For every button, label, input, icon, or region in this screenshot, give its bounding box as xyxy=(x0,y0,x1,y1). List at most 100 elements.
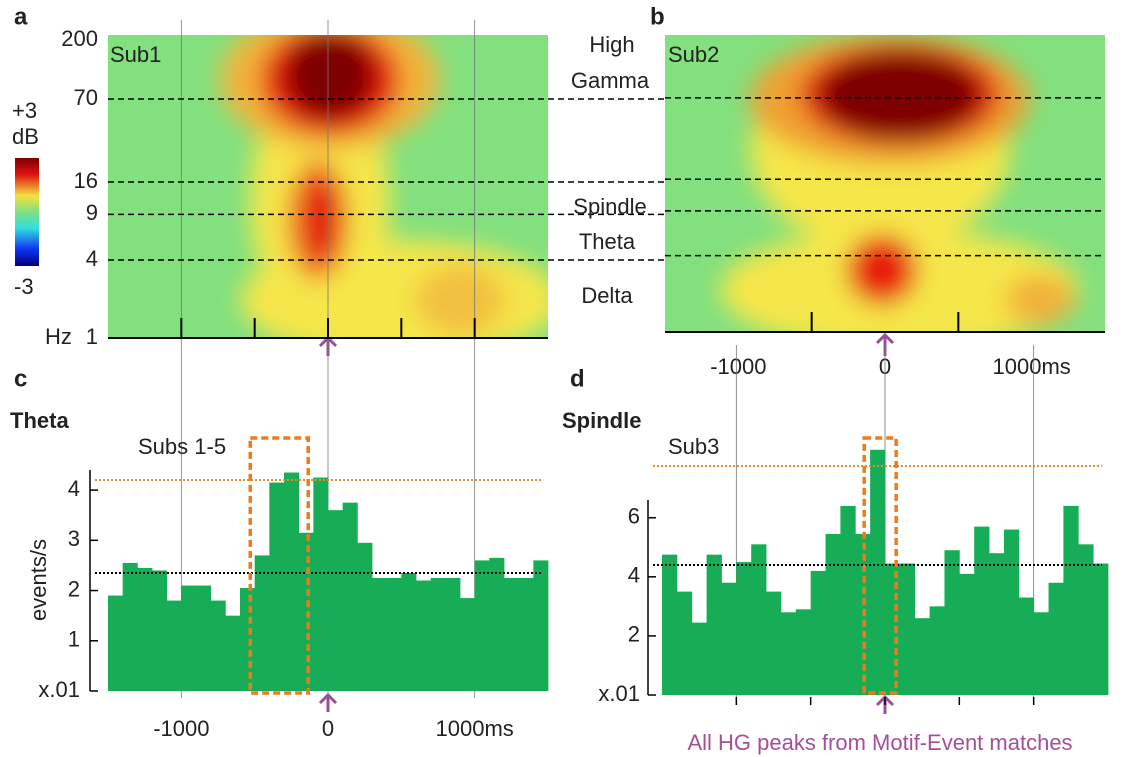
bar xyxy=(313,477,329,691)
y-tick-label: 16 xyxy=(74,168,98,193)
bar xyxy=(181,585,197,691)
bar xyxy=(460,598,476,691)
bar xyxy=(766,591,782,695)
y-tick-label: 2 xyxy=(68,576,80,601)
panel-letter: c xyxy=(14,365,27,392)
bar xyxy=(1078,544,1094,695)
colorbar-unit: dB xyxy=(12,124,39,149)
bar xyxy=(929,606,945,695)
y-tick-label: 3 xyxy=(68,526,80,551)
y-tick-label: 6 xyxy=(628,504,640,529)
bar xyxy=(240,588,256,691)
colorbar-min: -3 xyxy=(14,274,34,299)
colorbar-max: +3 xyxy=(12,98,37,123)
y-tick-label: 200 xyxy=(61,26,98,51)
bar xyxy=(899,563,916,695)
y-tick-label: 1 xyxy=(86,324,98,349)
bar xyxy=(489,557,505,691)
x-tick-label: 0 xyxy=(322,716,334,741)
bar xyxy=(989,553,1005,695)
bar xyxy=(122,562,138,691)
bar xyxy=(959,573,975,695)
sub-label: Subs 1-5 xyxy=(138,434,226,459)
bar xyxy=(386,577,402,691)
bar xyxy=(152,570,168,691)
y-tick-label: x.01 xyxy=(598,681,640,706)
bar xyxy=(721,582,737,695)
x-tick-label: -1000 xyxy=(710,354,766,379)
bar xyxy=(1018,597,1035,695)
panel-letter: d xyxy=(570,365,585,392)
bar xyxy=(780,612,797,695)
bar xyxy=(445,577,461,691)
y-tick-label: 4 xyxy=(68,476,80,501)
bar xyxy=(225,615,241,691)
sub-label: Sub3 xyxy=(668,434,719,459)
bar xyxy=(533,560,549,691)
bar xyxy=(870,449,886,695)
y-axis-label: events/s xyxy=(26,539,51,621)
bar xyxy=(662,554,678,695)
bar xyxy=(284,472,300,691)
bar xyxy=(474,560,490,691)
bar xyxy=(166,600,182,691)
bar xyxy=(328,510,344,691)
bar xyxy=(974,526,990,695)
bar xyxy=(736,562,752,695)
highlight-box xyxy=(862,436,898,695)
x-tick-label: -1000 xyxy=(153,716,209,741)
x-tick-label: 1000ms xyxy=(993,354,1071,379)
bar xyxy=(1003,529,1020,695)
heatmap-b xyxy=(665,35,1105,332)
band-annotation: Delta xyxy=(581,283,633,308)
band-annotation: Gamma xyxy=(571,68,650,93)
sub-label: Sub2 xyxy=(668,42,719,67)
bar xyxy=(401,572,417,691)
bar xyxy=(196,585,212,691)
y-tick-label: x.01 xyxy=(38,677,80,702)
note: All HG peaks from Motif-Event matches xyxy=(687,730,1072,755)
panel-letter: a xyxy=(14,3,28,30)
bar xyxy=(269,482,285,691)
bar xyxy=(885,563,901,695)
heatmap-a xyxy=(108,35,548,338)
bar xyxy=(372,577,388,691)
bar xyxy=(137,567,153,691)
y-tick-label: 9 xyxy=(86,200,98,225)
bar xyxy=(518,577,534,691)
bar xyxy=(944,550,960,695)
bar xyxy=(342,502,358,691)
bar xyxy=(108,595,124,691)
sub-label: Sub1 xyxy=(110,42,161,67)
bar xyxy=(1048,582,1064,695)
bar xyxy=(1033,612,1049,695)
bar xyxy=(751,544,767,695)
highlight-box xyxy=(248,436,310,695)
bar xyxy=(706,554,722,695)
bar xyxy=(1093,563,1109,695)
bar xyxy=(840,505,856,695)
bar xyxy=(676,591,693,695)
bar xyxy=(298,532,314,691)
bar xyxy=(416,580,432,691)
band-annotation: Spindle xyxy=(573,194,646,219)
panel-title: Spindle xyxy=(562,408,641,433)
x-tick-label: 1000ms xyxy=(436,716,514,741)
bar xyxy=(254,555,270,691)
y-tick-label: 70 xyxy=(74,85,98,110)
bar xyxy=(825,533,841,695)
bar xyxy=(504,577,520,691)
y-tick-label: 4 xyxy=(628,563,640,588)
y-tick-label: 4 xyxy=(86,246,98,271)
band-annotation: High xyxy=(589,32,634,57)
y-tick-label: 1 xyxy=(68,627,80,652)
bar xyxy=(1063,505,1079,695)
panel-letter: b xyxy=(650,3,665,30)
bar xyxy=(914,618,930,695)
y-axis-label: Hz xyxy=(45,324,72,349)
band-annotation: Theta xyxy=(579,229,636,254)
colorbar xyxy=(15,158,39,266)
bar xyxy=(691,622,707,695)
bar xyxy=(357,542,373,691)
